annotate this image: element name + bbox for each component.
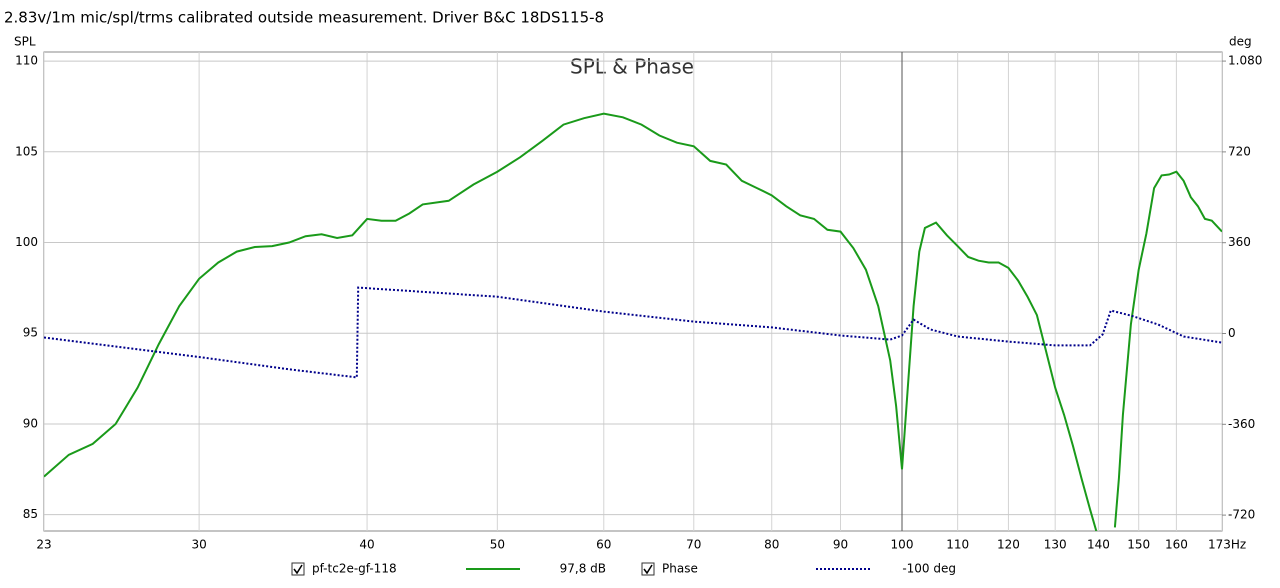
plot-layer [44, 52, 1222, 531]
x-tick-label: 173Hz [1208, 538, 1246, 552]
x-tick-label: 40 [359, 538, 374, 552]
y2-tick-label: -360 [1228, 417, 1255, 431]
legend-readout: 97,8 dB [560, 562, 606, 576]
legend-name: pf-tc2e-gf-118 [312, 562, 397, 576]
legend-checkbox[interactable] [641, 562, 655, 576]
x-tick-label: 80 [764, 538, 779, 552]
series-line [44, 286, 1222, 379]
y2-axis-label: deg [1229, 35, 1252, 49]
x-tick-label: 23 [36, 538, 51, 552]
legend-name: Phase [662, 562, 698, 576]
y-axis-label: SPL [14, 35, 36, 49]
x-tick-label: 70 [686, 538, 701, 552]
x-tick-label: 120 [997, 538, 1020, 552]
series-line [44, 112, 1222, 531]
legend-checkbox[interactable] [291, 562, 305, 576]
y-tick-label: 85 [23, 507, 38, 521]
x-tick-label: 110 [946, 538, 969, 552]
chart-title: 2.83v/1m mic/spl/trms calibrated outside… [4, 9, 604, 27]
legend-check [643, 564, 653, 575]
x-tick-label: 90 [833, 538, 848, 552]
x-tick-label: 130 [1044, 538, 1067, 552]
y2-tick-label: 0 [1228, 326, 1236, 340]
x-tick-label: 100 [891, 538, 914, 552]
plot-area [43, 51, 1223, 532]
x-tick-label: 140 [1087, 538, 1110, 552]
y2-tick-label: 1.080 [1228, 54, 1262, 68]
y2-tick-label: -720 [1228, 508, 1255, 522]
y2-tick-label: 720 [1228, 144, 1251, 158]
plot-title: SPL & Phase [570, 55, 694, 79]
x-tick-label: 160 [1165, 538, 1188, 552]
y-tick-label: 95 [23, 326, 38, 340]
y2-tick-label: 360 [1228, 235, 1251, 249]
x-tick-label: 150 [1127, 538, 1150, 552]
x-tick-label: 50 [490, 538, 505, 552]
y-tick-label: 110 [15, 54, 38, 68]
x-tick-label: 60 [596, 538, 611, 552]
y-tick-label: 105 [15, 144, 38, 158]
y-tick-label: 100 [15, 235, 38, 249]
x-tick-label: 30 [191, 538, 206, 552]
y-tick-label: 90 [23, 416, 38, 430]
legend-check [293, 564, 303, 575]
legend-readout: -100 deg [902, 562, 956, 576]
